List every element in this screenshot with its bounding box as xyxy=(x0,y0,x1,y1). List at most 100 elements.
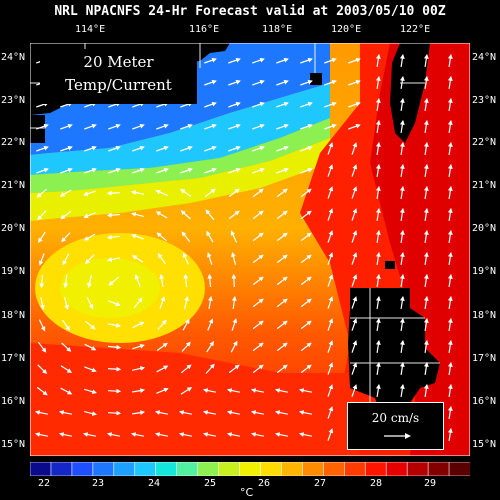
current-vector-arrow xyxy=(36,167,49,174)
current-vector-arrow xyxy=(84,145,97,152)
temperature-colorbar xyxy=(30,462,470,476)
current-vector-arrow xyxy=(159,296,166,309)
current-vector-arrow xyxy=(399,295,405,309)
current-vector-arrow xyxy=(351,362,358,375)
current-vector-arrow xyxy=(204,188,216,198)
current-vector-arrow xyxy=(155,211,168,219)
current-vector-arrow xyxy=(399,229,405,243)
current-vector-arrow xyxy=(423,141,429,155)
current-vector-arrow xyxy=(399,97,405,111)
current-vector-arrow xyxy=(178,410,193,415)
land-taiwan xyxy=(390,43,430,143)
current-vector-arrow xyxy=(157,253,166,265)
lat-tick-left-17: 17°N xyxy=(1,353,26,364)
current-vector-arrow xyxy=(276,145,289,152)
current-vector-arrow xyxy=(206,340,214,353)
land-luzon xyxy=(348,288,440,423)
current-vector-arrow xyxy=(423,361,429,375)
lon-tick-118: 118°E xyxy=(262,24,293,35)
current-vector-arrow xyxy=(207,318,214,331)
current-vector-arrow xyxy=(447,273,453,287)
current-vector-arrow xyxy=(107,410,122,416)
current-vector-arrow xyxy=(204,101,217,108)
current-vector-arrow xyxy=(276,232,288,242)
colorbar-swatch xyxy=(427,462,450,476)
current-vector-arrow xyxy=(327,186,334,199)
current-vector-arrow xyxy=(399,53,405,67)
current-vector-arrow xyxy=(231,252,237,265)
current-vector-arrow xyxy=(182,318,190,331)
current-vector-arrow xyxy=(228,188,240,198)
current-vector-arrow xyxy=(300,101,313,108)
lat-tick-left-18: 18°N xyxy=(1,310,26,321)
lat-tick-right-20: 20°N xyxy=(472,223,497,234)
current-vector-arrow xyxy=(276,101,289,108)
current-vector-arrow xyxy=(252,298,264,308)
current-vector-arrow xyxy=(399,251,405,265)
current-vector-arrow xyxy=(375,295,381,309)
current-vector-arrow xyxy=(250,432,265,437)
current-vector-arrow xyxy=(108,145,121,152)
current-vector-arrow xyxy=(327,428,334,441)
current-vector-arrow xyxy=(276,298,288,308)
current-vector-arrow xyxy=(156,342,168,351)
current-vector-arrow xyxy=(300,342,312,352)
current-vector-arrow xyxy=(132,123,145,130)
current-vector-arrow xyxy=(375,273,381,287)
lon-tick-122: 122°E xyxy=(400,24,431,35)
current-vector-arrow xyxy=(252,145,265,152)
current-vector-arrow xyxy=(423,119,429,133)
current-vector-arrow xyxy=(351,384,358,397)
current-vector-arrow xyxy=(423,317,429,331)
current-vector-arrow xyxy=(108,276,119,286)
current-vector-arrow xyxy=(423,339,429,353)
current-vector-arrow xyxy=(205,209,215,221)
current-vector-arrow xyxy=(83,190,96,197)
current-vector-arrow xyxy=(447,163,453,177)
current-vector-arrow xyxy=(180,364,192,374)
current-vector-arrow xyxy=(37,364,48,375)
current-vector-arrow xyxy=(82,432,97,437)
current-vector-arrow xyxy=(348,79,361,86)
current-vector-arrow xyxy=(327,164,334,177)
current-vector-arrow xyxy=(131,388,146,393)
current-vector-arrow xyxy=(250,388,265,393)
current-vector-arrow xyxy=(252,79,265,86)
current-vector-arrow xyxy=(252,167,265,174)
current-vector-arrow xyxy=(324,101,337,108)
colorbar-swatch xyxy=(406,462,429,476)
current-vector-arrow xyxy=(39,274,45,289)
current-vector-arrow xyxy=(423,97,429,111)
current-vector-arrow xyxy=(300,145,313,152)
current-vector-arrow xyxy=(107,344,122,350)
current-vector-arrow xyxy=(37,341,47,353)
current-vector-arrow xyxy=(60,123,73,130)
current-vector-arrow xyxy=(300,254,312,264)
current-vector-arrow xyxy=(447,207,453,221)
current-vector-arrow xyxy=(130,190,145,195)
current-vector-arrow xyxy=(423,251,429,265)
current-vector-arrow xyxy=(276,123,289,130)
current-vector-arrow xyxy=(298,410,313,415)
current-vector-arrow xyxy=(351,230,358,243)
current-vector-arrow xyxy=(62,319,71,331)
lat-tick-right-16: 16°N xyxy=(472,396,497,407)
current-vector-arrow xyxy=(107,323,122,328)
current-vector-arrow xyxy=(228,123,241,130)
depth-label-box: 20 Meter Temp/Current xyxy=(40,49,197,104)
current-vector-arrow xyxy=(375,119,381,133)
current-vector-arrow xyxy=(351,252,358,265)
depth-label: 20 Meter xyxy=(83,53,154,71)
current-vector-arrow xyxy=(132,145,145,152)
current-vector-arrow xyxy=(252,101,265,108)
current-vector-arrow xyxy=(399,75,405,89)
velocity-legend-label: 20 cm/s xyxy=(371,411,420,425)
current-vector-arrow xyxy=(351,340,358,353)
warm-band-yellow xyxy=(30,138,330,221)
lat-tick-right-19: 19°N xyxy=(472,266,497,277)
current-vector-arrow xyxy=(298,388,313,393)
current-vector-arrow xyxy=(154,410,169,415)
colorbar-swatch xyxy=(134,462,157,476)
lat-tick-left-24: 24°N xyxy=(1,52,26,63)
current-vector-arrow xyxy=(447,229,453,243)
